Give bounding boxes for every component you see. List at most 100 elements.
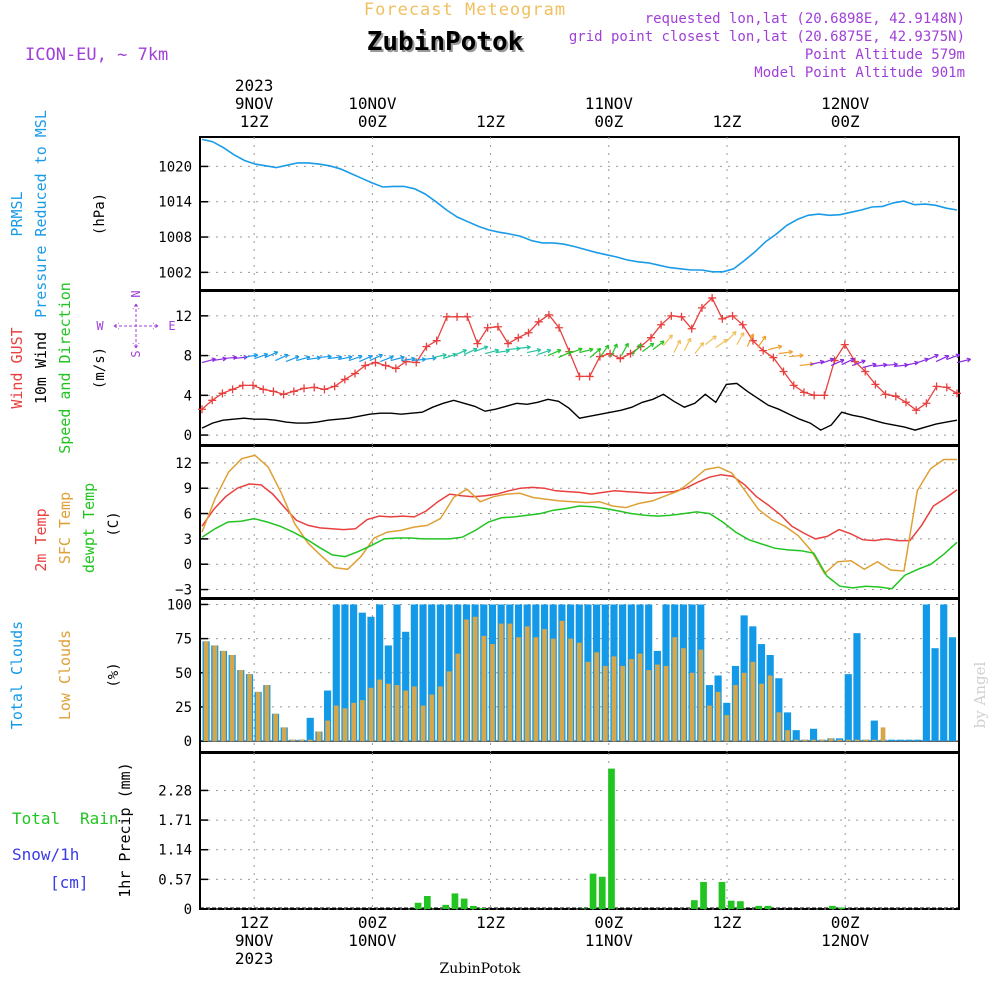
wind-arrowhead bbox=[777, 344, 783, 350]
point-altitude: Point Altitude 579m bbox=[805, 47, 965, 63]
ylabel-low-clouds: Low Clouds bbox=[56, 630, 74, 720]
wind-arrow bbox=[652, 340, 665, 351]
ytick-label: 6 bbox=[184, 507, 192, 523]
cloud-low-bar bbox=[872, 739, 877, 742]
gust-line bbox=[201, 296, 958, 412]
gust-marker bbox=[667, 311, 676, 320]
precip-bar bbox=[608, 768, 615, 909]
ylabel-hpa: (hPa) bbox=[92, 193, 108, 235]
cloud-total-bar bbox=[896, 739, 904, 742]
wind-arrow bbox=[956, 358, 971, 364]
wind-arrow bbox=[768, 345, 782, 351]
temp-line-1 bbox=[201, 454, 957, 575]
wind-arrowhead bbox=[712, 335, 717, 340]
cloud-total-bar bbox=[376, 604, 384, 742]
wind-arrowhead bbox=[389, 355, 394, 360]
cloud-total-bar bbox=[905, 739, 913, 742]
gust-marker bbox=[595, 352, 604, 361]
gust-marker bbox=[238, 381, 247, 390]
gust-marker bbox=[198, 405, 206, 414]
gust-marker bbox=[534, 317, 543, 326]
ytick-label: 0 bbox=[184, 734, 192, 750]
precip-bar bbox=[442, 904, 450, 909]
gust-marker bbox=[942, 383, 951, 392]
cloud-low-bar bbox=[221, 650, 226, 742]
wind-arrow bbox=[495, 350, 510, 354]
gust-marker bbox=[789, 381, 798, 390]
wind-arrowhead bbox=[749, 333, 755, 338]
wind-arrowhead bbox=[624, 342, 629, 348]
cloud-total-bar bbox=[306, 717, 314, 742]
closest-coords: grid point closest lon,lat (20.6875E, 42… bbox=[569, 29, 965, 45]
wind-arrow bbox=[694, 342, 704, 354]
cloud-low-bar bbox=[854, 739, 860, 742]
cloud-low-bar bbox=[819, 739, 825, 742]
cloud-low-bar bbox=[559, 620, 565, 742]
time-label-top: 10NOV bbox=[348, 94, 397, 113]
precip-bar bbox=[479, 907, 486, 909]
time-label-bottom: 10NOV bbox=[348, 931, 397, 950]
precip-bar bbox=[829, 905, 836, 909]
time-label-top: 12Z bbox=[240, 112, 269, 131]
wind-arrowhead bbox=[294, 355, 300, 360]
gust-marker bbox=[249, 381, 258, 390]
precip-bar bbox=[718, 881, 726, 909]
gust-marker bbox=[912, 406, 921, 415]
wind-arrow bbox=[380, 355, 394, 363]
wind-arrow bbox=[432, 354, 447, 359]
wind-arrowhead bbox=[526, 344, 531, 350]
cloud-low-bar bbox=[611, 656, 617, 742]
time-label-top: 11NOV bbox=[585, 94, 634, 113]
temp-line-2 bbox=[201, 505, 958, 590]
wind-arrow bbox=[296, 356, 311, 362]
wind-arrow bbox=[642, 342, 655, 353]
cloud-low-bar bbox=[793, 739, 799, 742]
gust-marker bbox=[473, 339, 482, 348]
gust-marker bbox=[371, 358, 380, 367]
ytick-label: 1014 bbox=[158, 195, 192, 211]
wind-arrowhead bbox=[839, 358, 845, 364]
wind-arrow bbox=[463, 348, 478, 356]
ytick-label: 3 bbox=[184, 532, 192, 548]
gust-marker bbox=[555, 323, 564, 332]
cloud-low-bar bbox=[368, 687, 374, 742]
gust-marker bbox=[391, 364, 400, 373]
wind-arrow bbox=[620, 343, 629, 356]
compass-s: S bbox=[129, 350, 143, 357]
cloud-low-bar bbox=[767, 675, 773, 742]
wind-arrowhead bbox=[676, 339, 681, 345]
precip-bar bbox=[460, 898, 468, 909]
cloud-low-bar bbox=[629, 659, 634, 742]
cloud-total-bar bbox=[323, 690, 332, 742]
wind-arrow bbox=[547, 349, 562, 357]
wind-arrow bbox=[558, 351, 572, 359]
wind-arrow bbox=[589, 348, 602, 359]
ylabel-total-clouds: Total Clouds bbox=[8, 621, 26, 729]
gust-marker bbox=[657, 320, 666, 329]
cloud-total-bar bbox=[931, 648, 939, 742]
ytick-label: 0 bbox=[184, 428, 192, 444]
gust-marker bbox=[218, 389, 227, 398]
gust-marker bbox=[881, 390, 890, 399]
gust-marker bbox=[300, 384, 309, 393]
gust-marker bbox=[687, 324, 696, 333]
cloud-low-bar bbox=[733, 685, 738, 742]
ytick-label: 75 bbox=[175, 632, 192, 648]
gust-marker bbox=[810, 391, 819, 400]
cloud-low-bar bbox=[689, 672, 695, 742]
cloud-total-bar bbox=[402, 631, 410, 742]
wind-arrow bbox=[526, 349, 541, 354]
ylabel-ms: (m/s) bbox=[92, 347, 108, 389]
cloud-low-bar bbox=[828, 738, 834, 742]
cloud-low-bar bbox=[247, 674, 252, 742]
wind-arrow bbox=[841, 358, 855, 366]
forecast-title: Forecast Meteogram bbox=[364, 0, 566, 20]
time-label-top: 2023 bbox=[235, 76, 274, 95]
gust-marker bbox=[330, 382, 339, 391]
cloud-low-bar bbox=[438, 686, 443, 742]
precip-bar bbox=[690, 900, 698, 909]
precip-bar bbox=[589, 873, 597, 909]
wind-arrow bbox=[422, 357, 437, 361]
cloud-low-bar bbox=[464, 619, 469, 742]
